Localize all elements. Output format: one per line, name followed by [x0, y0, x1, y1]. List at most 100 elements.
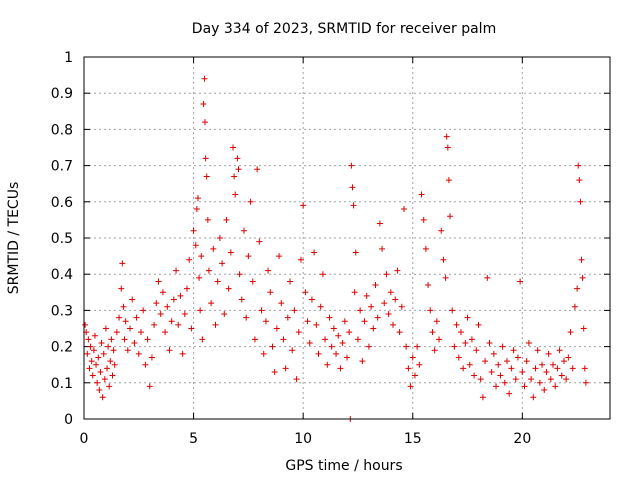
data-point [155, 278, 162, 285]
data-point [109, 372, 116, 379]
data-point [563, 376, 570, 383]
data-point [137, 329, 144, 336]
data-point [200, 101, 207, 108]
data-point [235, 166, 242, 173]
data-point [411, 372, 418, 379]
data-point [84, 350, 91, 357]
data-point [133, 314, 140, 321]
data-point [567, 329, 574, 336]
data-point [403, 343, 410, 350]
data-point [381, 300, 388, 307]
data-point [519, 368, 526, 375]
x-tick-label: 20 [513, 431, 531, 447]
data-point [198, 253, 205, 260]
data-point [214, 278, 221, 285]
data-point [479, 394, 486, 401]
data-point [87, 343, 94, 350]
data-point [335, 332, 342, 339]
data-point [100, 350, 107, 357]
data-point [284, 314, 291, 321]
data-point [168, 318, 175, 325]
data-point [159, 289, 166, 296]
data-point [164, 303, 171, 310]
data-point [82, 321, 89, 328]
data-point [400, 206, 407, 213]
data-point [530, 394, 537, 401]
data-point [151, 321, 158, 328]
data-point [291, 307, 298, 314]
data-point [97, 368, 104, 375]
data-point [162, 329, 169, 336]
data-point [337, 365, 344, 372]
data-point [273, 325, 280, 332]
data-point [344, 354, 350, 361]
data-point [444, 144, 451, 151]
data-point [346, 329, 353, 336]
data-point [517, 278, 524, 285]
data-point [550, 361, 557, 368]
data-point [514, 354, 521, 361]
data-point [304, 318, 311, 325]
data-point [490, 350, 497, 357]
data-point [416, 361, 423, 368]
chart-title: Day 334 of 2023, SRMTID for receiver pal… [192, 21, 496, 37]
data-point [238, 296, 245, 303]
data-point [539, 361, 546, 368]
data-point [122, 318, 129, 325]
data-point [471, 372, 478, 379]
data-point [256, 238, 263, 245]
grid [84, 57, 610, 419]
data-point [293, 376, 300, 383]
data-point [508, 365, 515, 372]
data-point [339, 339, 346, 346]
data-point [311, 249, 318, 256]
data-point [425, 282, 432, 289]
x-tick-label: 10 [294, 431, 312, 447]
data-point [94, 379, 101, 386]
data-point [302, 289, 309, 296]
data-point [414, 343, 421, 350]
data-point [225, 285, 232, 292]
data-point [120, 303, 127, 310]
data-point [179, 350, 186, 357]
data-point [350, 202, 357, 209]
data-point [392, 296, 399, 303]
data-point [254, 166, 261, 173]
data-point [523, 358, 530, 365]
data-point [287, 278, 294, 285]
data-point [210, 245, 217, 252]
data-point [396, 329, 403, 336]
data-point [306, 339, 313, 346]
data-point [475, 321, 482, 328]
data-point [547, 376, 554, 383]
data-point [127, 325, 134, 332]
axis-ticks: 00.10.20.30.40.50.60.70.80.910 5 10 15 20 [51, 50, 610, 447]
data-point [317, 303, 324, 310]
data-point [565, 354, 572, 361]
data-points [82, 75, 589, 422]
data-point [245, 253, 252, 260]
data-point [201, 119, 208, 126]
data-point [144, 336, 151, 343]
data-point [503, 358, 510, 365]
data-point [98, 339, 105, 346]
data-point [236, 271, 243, 278]
data-point [99, 394, 106, 401]
data-point [420, 216, 427, 223]
data-point [330, 325, 337, 332]
data-point [231, 173, 238, 180]
data-point [175, 321, 182, 328]
data-point [445, 177, 452, 184]
data-point [111, 361, 118, 368]
data-point [447, 213, 454, 220]
data-point [221, 311, 228, 318]
data-point [484, 274, 491, 281]
data-point [170, 296, 177, 303]
data-point [319, 271, 326, 278]
data-point [197, 307, 204, 314]
data-point [89, 372, 96, 379]
data-point [582, 379, 589, 386]
data-point [93, 361, 100, 368]
y-tick-label: 0.4 [51, 267, 73, 283]
data-point [405, 365, 412, 372]
